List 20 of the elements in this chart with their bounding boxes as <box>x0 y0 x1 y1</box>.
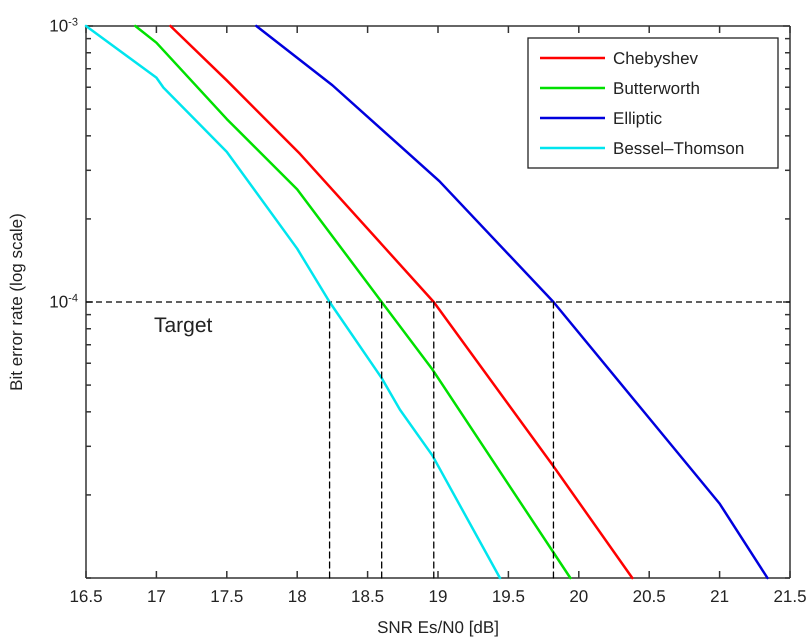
x-tick-label: 19 <box>428 587 448 606</box>
x-tick-label: 19.5 <box>492 587 525 606</box>
x-tick-label: 18.5 <box>351 587 384 606</box>
x-tick-label: 17 <box>146 587 166 606</box>
x-tick-label: 21 <box>710 587 730 606</box>
x-tick-label: 21.5 <box>773 587 807 606</box>
y-tick-label: 10$^{-3}$ <box>49 16 78 36</box>
x-axis-title: SNR Es/N0 [dB] <box>377 618 499 637</box>
y-tick-label: 10$^{-4}$ <box>49 292 78 312</box>
legend-label: Elliptic <box>613 109 663 128</box>
x-tick-label: 17.5 <box>210 587 244 606</box>
ref-line-label: Target <box>154 314 213 337</box>
x-tick-label: 16.5 <box>69 587 103 606</box>
x-tick-label: 20.5 <box>632 587 666 606</box>
legend-label: Bessel–Thomson <box>613 139 744 158</box>
y-axis-title: Bit error rate (log scale) <box>7 213 26 391</box>
legend-label: Butterworth <box>613 79 700 98</box>
legend-label: Chebyshev <box>613 49 699 68</box>
x-tick-label: 18 <box>288 587 307 606</box>
x-tick-label: 20 <box>569 587 588 606</box>
